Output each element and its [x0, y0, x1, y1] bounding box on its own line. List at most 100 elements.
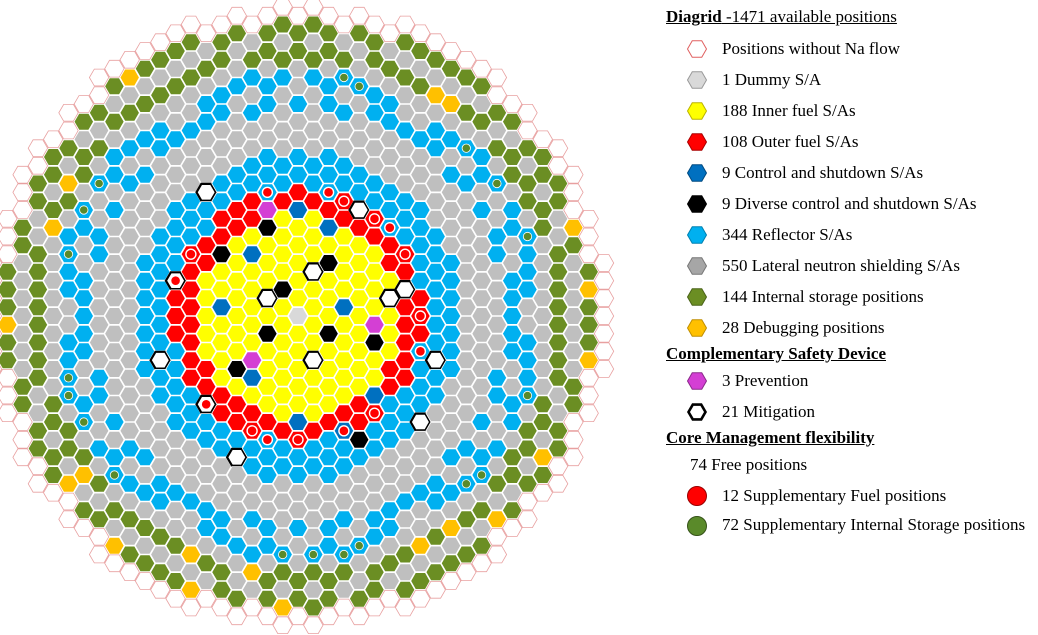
hex-shield [119, 192, 140, 211]
hex-reflector [180, 492, 202, 511]
hex-storage [547, 439, 569, 458]
hex-outer [165, 307, 186, 325]
hex-shield [12, 342, 33, 361]
hex-shield [563, 271, 584, 290]
hex-reflector [58, 333, 79, 352]
hex-reflector [471, 413, 492, 431]
hex-shield [165, 165, 186, 184]
hex-reflector [226, 77, 247, 96]
hex-shield [333, 528, 355, 546]
hex-shield [547, 227, 569, 246]
hex-shield [394, 86, 416, 104]
hex-debug [119, 68, 140, 87]
hex-storage [211, 33, 232, 51]
hex-naless [73, 519, 94, 537]
hex-control [211, 298, 232, 317]
hex-inner [196, 271, 217, 290]
hex-storage [547, 174, 569, 193]
hex-reflector [257, 77, 278, 96]
hex-outer [196, 360, 217, 378]
hex-naless [119, 51, 140, 69]
hex-reflector [471, 148, 492, 166]
hex-shield [379, 130, 400, 149]
hex-reflector [58, 227, 79, 246]
hex-storage [532, 413, 553, 431]
hex-shield [502, 254, 523, 272]
hex-shield [394, 457, 416, 476]
hex-storage [379, 554, 400, 573]
hex-shield [563, 289, 584, 308]
hex-shield [104, 95, 125, 113]
hex-storage [287, 42, 309, 60]
hex-inner [272, 209, 293, 228]
hex-mitigation [195, 182, 218, 202]
hex-inner [211, 315, 232, 334]
hex-shield [88, 351, 110, 370]
hex-storage [394, 581, 416, 599]
hex-naless [0, 209, 18, 228]
hexagon-grey-icon [686, 257, 708, 275]
hex-naless [547, 457, 569, 476]
hex-inner [241, 386, 263, 405]
hex-naless [578, 386, 599, 405]
hex-storage [547, 280, 569, 299]
hex-storage [73, 165, 94, 184]
hex-reflector [165, 254, 186, 272]
hex-inner [196, 307, 217, 325]
hex-reflector [440, 165, 462, 184]
hex-naless [12, 448, 33, 467]
hex-shield [226, 95, 247, 113]
hex-inner [257, 307, 278, 325]
hex-naless [119, 563, 140, 581]
hex-storage [104, 501, 125, 520]
legend: Diagrid -1471 available positions Positi… [666, 6, 1036, 559]
hex-inner [318, 360, 339, 378]
hex-storage [88, 474, 110, 493]
hex-debug [410, 536, 431, 555]
hex-reflector [379, 95, 400, 113]
hex-shield [303, 104, 324, 122]
hex-shield [196, 148, 217, 166]
hex-reflector [196, 430, 217, 449]
hex-reflector [257, 448, 278, 467]
hex-reflector [456, 174, 477, 193]
hex-prevention [241, 351, 263, 370]
hex-reflector [88, 368, 110, 387]
hex-reflector [502, 413, 523, 431]
hex-shield [150, 174, 171, 193]
hex-inner [333, 386, 355, 405]
hex-shield [486, 333, 508, 352]
hex-shield [43, 360, 64, 378]
hex-storage [486, 474, 508, 493]
hex-shield [134, 148, 156, 166]
hex-shield [134, 201, 156, 219]
hex-diverse [318, 254, 339, 272]
hex-storage [379, 59, 400, 78]
hex-control [287, 201, 309, 219]
hex-shield [104, 360, 125, 378]
hexagon-outline-red-icon [686, 40, 708, 58]
hex-shield [456, 457, 477, 476]
hex-storage [27, 333, 49, 352]
hex-naless [547, 156, 569, 175]
hex-storage [333, 563, 355, 581]
hex-naless [303, 616, 324, 634]
hex-outer [349, 218, 370, 237]
core-layout-map [0, 0, 615, 634]
hex-naless [0, 386, 18, 405]
hex-shield [134, 536, 156, 555]
hex-shield [119, 386, 140, 405]
hex-reflector [134, 165, 156, 184]
hex-storage [211, 563, 232, 581]
hex-shield [456, 121, 477, 140]
hex-shield [119, 298, 140, 317]
hex-reflector [394, 492, 416, 511]
hex-storage [43, 395, 64, 414]
hex-storage [58, 421, 79, 440]
hex-shield [287, 554, 309, 573]
hex-storage [12, 377, 33, 396]
hex-shield [226, 483, 247, 502]
hex-inner [349, 324, 370, 343]
hex-shield [119, 368, 140, 387]
hex-reflector [272, 174, 293, 193]
